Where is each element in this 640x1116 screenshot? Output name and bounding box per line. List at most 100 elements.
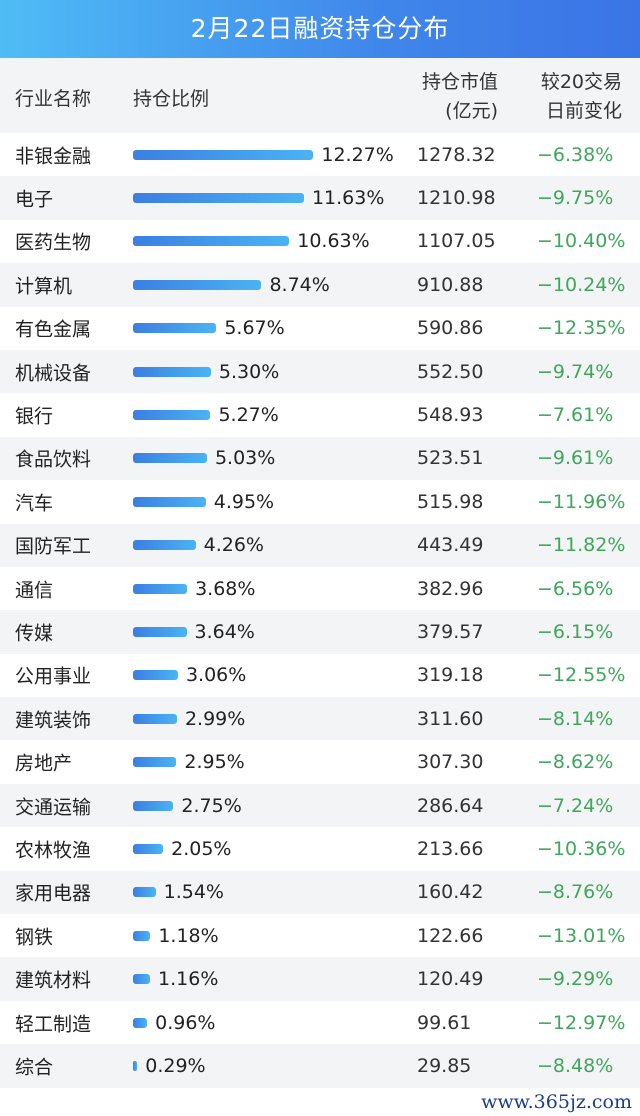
watermark-strip: www.365jz.com [0, 1089, 640, 1116]
watermark: www.365jz.com [481, 1091, 632, 1113]
ratio-label: 2.05% [171, 837, 232, 860]
market-value: 1107.05 [417, 230, 496, 253]
table-row: 建筑装饰 2.99% 311.60 −8.14% [0, 697, 640, 741]
ratio-cell: 0.29% [133, 1055, 206, 1077]
header-value: 持仓市值 (亿元) [422, 68, 498, 126]
ratio-bar [133, 496, 206, 507]
ratio-cell: 0.96% [133, 1012, 215, 1034]
industry-name: 通信 [15, 579, 54, 602]
ratio-bar [133, 236, 290, 247]
market-value: 99.61 [417, 1011, 472, 1034]
market-value: 910.88 [417, 273, 484, 296]
ratio-label: 1.16% [158, 968, 219, 991]
table-row: 钢铁 1.18% 122.66 −13.01% [0, 914, 640, 957]
ratio-bar [133, 366, 211, 377]
ratio-cell: 3.64% [133, 621, 255, 643]
ratio-label: 10.63% [297, 230, 370, 253]
market-value: 307.30 [417, 751, 484, 774]
ratio-cell: 1.16% [133, 968, 218, 990]
industry-name: 非银金融 [15, 145, 92, 168]
industry-name: 公用事业 [15, 665, 92, 688]
ratio-label: 8.74% [269, 273, 330, 296]
ratio-cell: 2.05% [133, 838, 231, 860]
market-value: 590.86 [417, 317, 484, 340]
ratio-label: 4.95% [213, 490, 275, 513]
ratio-bar [133, 279, 262, 290]
change-value: −13.01% [537, 924, 626, 947]
table-row: 家用电器 1.54% 160.42 −8.76% [0, 870, 640, 915]
header-ratio: 持仓比例 [133, 88, 210, 110]
table-row: 综合 0.29% 29.85 −8.48% [0, 1044, 640, 1088]
market-value: 523.51 [417, 447, 484, 470]
change-value: −8.48% [537, 1054, 614, 1077]
ratio-cell: 5.03% [133, 447, 275, 469]
industry-name: 汽车 [15, 492, 54, 515]
table-row: 房地产 2.95% 307.30 −8.62% [0, 740, 640, 783]
industry-name: 钢铁 [15, 926, 54, 949]
ratio-cell: 4.95% [133, 491, 274, 513]
market-value: 311.60 [417, 707, 484, 730]
header-value-line1: 持仓市值 [421, 71, 498, 93]
table-body: 非银金融 12.27% 1278.32 −6.38% 电子 11.63% 1210… [0, 133, 640, 1088]
change-value: −11.82% [537, 534, 626, 557]
market-value: 552.50 [417, 360, 484, 383]
change-value: −10.40% [537, 230, 626, 253]
ratio-bar [133, 149, 314, 160]
ratio-label: 0.96% [155, 1011, 216, 1034]
ratio-bar [133, 453, 207, 464]
industry-name: 计算机 [15, 275, 73, 298]
ratio-bar [133, 757, 177, 768]
industry-name: 有色金属 [15, 318, 92, 341]
change-value: −10.36% [537, 837, 626, 860]
industry-name: 传媒 [15, 622, 54, 645]
change-value: −8.14% [537, 707, 614, 730]
ratio-label: 3.64% [194, 620, 255, 643]
industry-name: 建筑装饰 [15, 709, 92, 732]
market-value: 1210.98 [417, 187, 496, 210]
ratio-bar [133, 800, 174, 811]
ratio-label: 5.67% [224, 317, 285, 340]
ratio-bar [133, 323, 217, 334]
industry-name: 医药生物 [15, 231, 92, 254]
ratio-cell: 4.26% [133, 534, 264, 556]
market-value: 286.64 [417, 794, 484, 817]
ratio-cell: 2.99% [133, 708, 245, 730]
industry-name: 房地产 [15, 752, 73, 775]
table-row: 汽车 4.95% 515.98 −11.96% [0, 480, 640, 523]
ratio-bar [133, 974, 151, 985]
ratio-label: 1.18% [158, 924, 219, 947]
industry-name: 交通运输 [15, 796, 92, 819]
change-value: −9.75% [537, 187, 614, 210]
industry-name: 建筑材料 [15, 969, 92, 992]
ratio-cell: 2.75% [133, 795, 242, 817]
market-value: 120.49 [417, 968, 484, 991]
industry-name: 综合 [15, 1056, 54, 1079]
ratio-bar [133, 193, 304, 204]
market-value: 443.49 [417, 534, 484, 557]
ratio-bar [133, 626, 187, 637]
header-change-line1: 较20交易 [540, 71, 622, 93]
ratio-cell: 3.68% [133, 578, 255, 600]
market-value: 319.18 [417, 664, 484, 687]
ratio-label: 2.75% [181, 794, 242, 817]
change-value: −11.96% [537, 490, 626, 513]
ratio-label: 2.95% [184, 751, 245, 774]
change-value: −7.24% [537, 794, 614, 817]
ratio-cell: 5.27% [133, 404, 279, 426]
change-value: −8.62% [537, 751, 614, 774]
ratio-label: 12.27% [321, 143, 394, 166]
ratio-label: 5.30% [218, 360, 280, 383]
ratio-label: 11.63% [311, 187, 385, 210]
ratio-bar [133, 887, 156, 898]
market-value: 213.66 [417, 837, 484, 860]
table-row: 电子 11.63% 1210.98 −9.75% [0, 176, 640, 220]
table-row: 有色金属 5.67% 590.86 −12.35% [0, 307, 640, 350]
table-row: 传媒 3.64% 379.57 −6.15% [0, 610, 640, 654]
page-title: 2月22日融资持仓分布 [0, 0, 640, 58]
market-value: 160.42 [417, 881, 484, 904]
table-row: 机械设备 5.30% 552.50 −9.74% [0, 349, 640, 394]
industry-name: 电子 [15, 188, 54, 211]
ratio-label: 5.27% [218, 404, 279, 427]
ratio-cell: 10.63% [133, 230, 370, 252]
change-value: −6.15% [537, 620, 614, 643]
